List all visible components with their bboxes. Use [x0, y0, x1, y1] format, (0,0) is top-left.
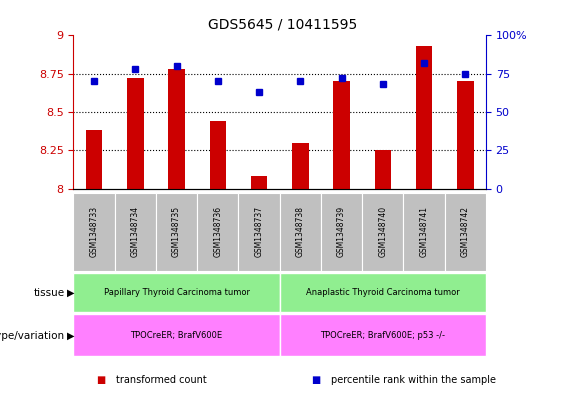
- Text: GSM1348734: GSM1348734: [131, 206, 140, 257]
- Bar: [292, 143, 308, 189]
- Bar: [333, 81, 350, 189]
- Text: GSM1348737: GSM1348737: [255, 206, 263, 257]
- Text: GSM1348740: GSM1348740: [379, 206, 387, 257]
- Text: tissue: tissue: [34, 288, 65, 298]
- Text: Anaplastic Thyroid Carcinoma tumor: Anaplastic Thyroid Carcinoma tumor: [306, 288, 460, 297]
- Text: ▶: ▶: [67, 331, 74, 341]
- Text: GSM1348739: GSM1348739: [337, 206, 346, 257]
- FancyBboxPatch shape: [403, 193, 445, 271]
- Bar: [210, 121, 226, 189]
- FancyBboxPatch shape: [238, 193, 280, 271]
- Bar: [168, 69, 185, 189]
- Text: TPOCreER; BrafV600E: TPOCreER; BrafV600E: [131, 331, 223, 340]
- Text: GDS5645 / 10411595: GDS5645 / 10411595: [208, 18, 357, 32]
- Bar: [127, 78, 144, 189]
- FancyBboxPatch shape: [115, 193, 156, 271]
- Text: ■: ■: [311, 375, 320, 386]
- Bar: [86, 130, 102, 189]
- FancyBboxPatch shape: [362, 193, 403, 271]
- Bar: [251, 176, 267, 189]
- FancyBboxPatch shape: [280, 273, 486, 312]
- Text: GSM1348742: GSM1348742: [461, 206, 470, 257]
- Text: Papillary Thyroid Carcinoma tumor: Papillary Thyroid Carcinoma tumor: [103, 288, 250, 297]
- FancyBboxPatch shape: [321, 193, 362, 271]
- FancyBboxPatch shape: [197, 193, 238, 271]
- Text: GSM1348741: GSM1348741: [420, 206, 428, 257]
- FancyBboxPatch shape: [280, 193, 321, 271]
- Bar: [416, 46, 432, 189]
- Bar: [457, 81, 473, 189]
- Text: ■: ■: [96, 375, 105, 386]
- Text: genotype/variation: genotype/variation: [0, 331, 65, 341]
- FancyBboxPatch shape: [445, 193, 486, 271]
- FancyBboxPatch shape: [73, 273, 280, 312]
- FancyBboxPatch shape: [156, 193, 197, 271]
- Text: GSM1348735: GSM1348735: [172, 206, 181, 257]
- Bar: [375, 150, 391, 189]
- Text: transformed count: transformed count: [116, 375, 207, 386]
- Text: percentile rank within the sample: percentile rank within the sample: [331, 375, 496, 386]
- Text: GSM1348736: GSM1348736: [214, 206, 222, 257]
- Text: ▶: ▶: [67, 288, 74, 298]
- FancyBboxPatch shape: [73, 314, 280, 356]
- FancyBboxPatch shape: [280, 314, 486, 356]
- Text: GSM1348738: GSM1348738: [296, 206, 305, 257]
- Text: TPOCreER; BrafV600E; p53 -/-: TPOCreER; BrafV600E; p53 -/-: [320, 331, 445, 340]
- Text: GSM1348733: GSM1348733: [90, 206, 98, 257]
- FancyBboxPatch shape: [73, 193, 115, 271]
